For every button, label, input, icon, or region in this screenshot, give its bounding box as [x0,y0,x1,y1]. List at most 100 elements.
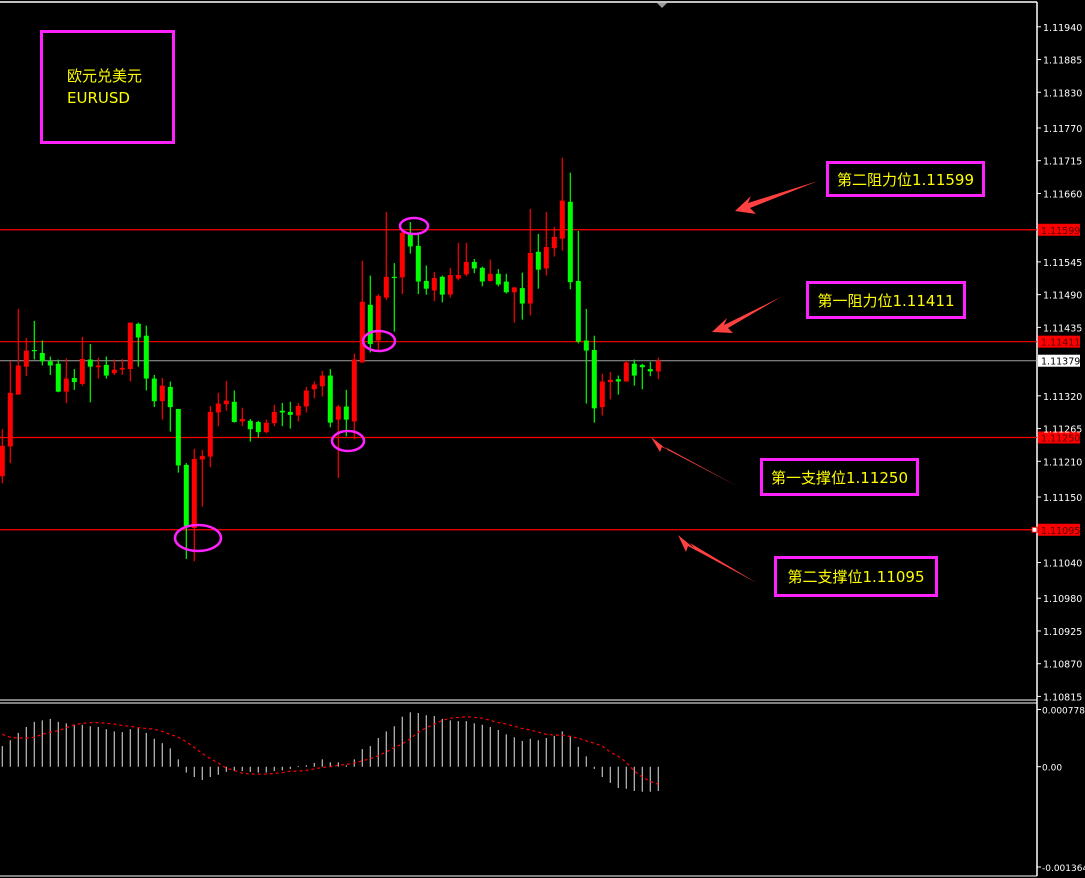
candle-body [439,276,445,295]
candle-body [15,365,21,395]
candle-body [127,322,133,370]
candle-body [79,358,85,384]
bullish-candle [159,377,165,420]
resistance-2-label: 第二阻力位1.11599 [826,161,985,197]
candle-body [343,406,349,420]
candle-body [151,378,157,402]
candle-body [623,362,629,382]
candle-body [7,392,13,447]
chart-frame [0,1,1038,877]
y-tick-label: 1.10815 [1043,692,1082,703]
bearish-candle [231,390,237,423]
bullish-candle [543,211,549,276]
y-tick-label: 1.11210 [1043,457,1082,468]
bid-price-tag [1038,354,1080,367]
bullish-candle [335,404,341,478]
candle-body [503,281,509,293]
y-tick-label: 1.11830 [1043,88,1082,99]
bid-price-label: 1.11379 [1041,357,1080,368]
candle-body [71,377,77,383]
high-ellipse [398,216,430,236]
bullish-candle [207,405,213,468]
bearish-candle [167,381,173,432]
bearish-candle [175,408,181,473]
candle-body [559,200,565,239]
y-tick-label: 1.11660 [1043,189,1082,200]
bearish-candle [631,359,637,386]
bullish-candle [607,372,613,400]
bullish-candle [23,338,29,377]
bullish-candle [319,370,325,397]
candle-body [215,403,221,413]
bearish-candle [367,275,373,353]
candle-body [631,363,637,376]
candle-body [471,261,477,269]
y-tick-label: 1.11545 [1043,258,1082,269]
candle-body [183,464,189,527]
candle-body [295,405,301,416]
candle-body [327,375,333,423]
symbol-code: EURUSD [67,89,130,107]
y-tick-label: 1.10980 [1043,594,1082,605]
arrow-icon [651,437,737,486]
bullish-candle [463,242,469,277]
candle-body [487,273,493,281]
bearish-candle [135,322,141,367]
y-tick-label: 1.11150 [1043,493,1082,504]
candle-body [431,277,437,291]
y-tick-label: 1.10925 [1043,627,1082,638]
candle-body [111,369,117,374]
bearish-candle [407,222,413,254]
candle-body [415,245,421,282]
bullish-candle [359,260,365,363]
candle-body [607,379,613,383]
symbol-chinese-name: 欧元兑美元 [67,67,143,85]
candle-body [223,400,229,405]
candle-body [463,261,469,275]
bullish-candle [311,381,317,399]
candle-body [23,350,29,367]
arrows [651,181,818,583]
bullish-candle [399,229,405,295]
candle-body [567,201,573,283]
macd-y-tick-label: 0.00 [1042,764,1062,774]
arrow-icon [678,535,757,583]
candle-body [287,411,293,415]
candle-body [319,375,325,387]
bullish-candle [63,358,69,403]
candle-body [647,369,653,372]
y-tick-label: 1.11265 [1043,425,1082,436]
candle-body [311,384,317,390]
candle-body [207,411,213,457]
candle-body [143,335,149,379]
bearish-candle [31,320,37,360]
level-price-tag [1038,431,1080,444]
bullish-candle [119,358,125,375]
macd-y-tick-label: 0.000778 [1042,707,1085,717]
bearish-candle [519,272,525,320]
level-handle [1031,526,1038,533]
bearish-candle [415,233,421,295]
candle-body [543,247,549,269]
candle-body [359,301,365,363]
bullish-candle [7,361,13,464]
candle-body [0,445,5,477]
candle-body [159,385,165,402]
bullish-candle [295,402,301,422]
bearish-candle [55,359,61,393]
candle-body [55,363,61,392]
bearish-candle [279,402,285,427]
chart-shift-marker-icon[interactable] [657,3,667,8]
bearish-candle [423,265,429,295]
bearish-candle [255,420,261,438]
bearish-candle [183,463,189,559]
bearish-candle [495,269,501,287]
candle-body [239,419,245,422]
candle-body [615,379,621,382]
bullish-candle [655,357,661,380]
bullish-candle [303,386,309,413]
candle-body [255,422,261,433]
y-tick-label: 1.11490 [1043,291,1082,302]
bullish-candle [215,392,221,427]
